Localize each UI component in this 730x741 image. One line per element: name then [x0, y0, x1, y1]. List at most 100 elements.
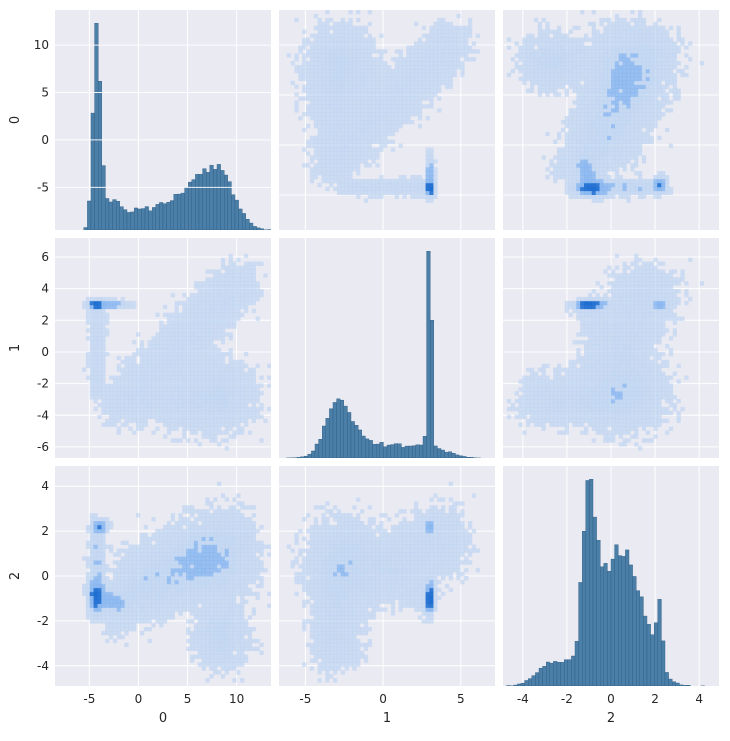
- heatmap-cell: [348, 68, 353, 74]
- heatmap-cell: [217, 359, 222, 365]
- heatmap-cell: [641, 379, 647, 384]
- heatmap-cell: [448, 61, 453, 66]
- heatmap-cell: [649, 96, 654, 101]
- heatmap-cell: [356, 68, 361, 74]
- heatmap-cell: [622, 104, 627, 109]
- heatmap-cell: [618, 175, 623, 180]
- heatmap-cell: [329, 92, 334, 97]
- heatmap-cell: [622, 33, 627, 38]
- heatmap-cell: [213, 351, 218, 357]
- heatmap-cell: [329, 123, 334, 129]
- heatmap-cell: [132, 391, 137, 396]
- heatmap-cell: [611, 88, 616, 93]
- histogram-bar: [401, 447, 406, 458]
- heatmap-cell: [564, 57, 569, 62]
- heatmap-cell: [475, 49, 480, 54]
- panel-1-vs-2: [503, 238, 719, 458]
- heatmap-cell: [584, 186, 589, 192]
- heatmap-cell: [193, 406, 199, 412]
- heatmap-cell: [634, 45, 639, 50]
- heatmap-cell: [649, 135, 654, 141]
- heatmap-cell: [653, 68, 658, 74]
- heatmap-cell: [653, 72, 658, 78]
- heatmap-cell: [163, 406, 168, 412]
- heatmap-cell: [580, 391, 585, 396]
- heatmap-cell: [367, 72, 372, 78]
- heatmap-cell: [595, 167, 600, 172]
- heatmap-cell: [603, 120, 608, 125]
- heatmap-cell: [429, 72, 434, 78]
- heatmap-cell: [634, 104, 639, 109]
- heatmap-cell: [302, 45, 307, 50]
- heatmap-cell: [336, 123, 342, 129]
- heatmap-cell: [124, 379, 129, 384]
- heatmap-cell: [228, 434, 233, 439]
- heatmap-cell: [464, 41, 469, 46]
- heatmap-cell: [591, 68, 596, 74]
- heatmap-cell: [576, 403, 581, 408]
- heatmap-cell: [611, 92, 616, 97]
- heatmap-cell: [367, 123, 372, 129]
- heatmap-cell: [622, 127, 627, 133]
- heatmap-cell: [313, 112, 318, 117]
- heatmap-cell: [657, 190, 662, 196]
- heatmap-cell: [645, 92, 650, 97]
- heatmap-cell: [136, 418, 141, 424]
- heatmap-cell: [309, 104, 315, 109]
- heatmap-cell: [549, 410, 554, 416]
- heatmap-cell: [398, 80, 403, 86]
- heatmap-cell: [228, 285, 233, 290]
- heatmap-cell: [626, 116, 631, 121]
- heatmap-cell: [166, 418, 172, 424]
- heatmap-cell: [336, 72, 342, 78]
- heatmap-cell: [618, 355, 623, 361]
- heatmap-cell: [410, 182, 415, 188]
- heatmap-cell: [622, 344, 627, 349]
- heatmap-cell: [614, 344, 620, 349]
- heatmap-cell: [622, 348, 627, 353]
- heatmap-cell: [379, 96, 384, 101]
- heatmap-cell: [244, 387, 249, 392]
- heatmap-cell: [614, 359, 620, 365]
- heatmap-cell: [665, 391, 670, 396]
- heatmap-cell: [124, 422, 129, 427]
- heatmap-cell: [607, 355, 612, 361]
- heatmap-cell: [85, 300, 91, 306]
- heatmap-cell: [360, 100, 365, 105]
- heatmap-cell: [533, 418, 539, 424]
- heatmap-cell: [190, 344, 195, 349]
- heatmap-cell: [170, 355, 175, 361]
- heatmap-cell: [394, 178, 399, 184]
- heatmap-cell: [205, 336, 210, 341]
- heatmap-cell: [344, 139, 349, 144]
- heatmap-cell: [645, 418, 650, 424]
- heatmap-cell: [209, 375, 214, 380]
- heatmap-cell: [356, 57, 361, 62]
- heatmap-cell: [591, 143, 596, 148]
- heatmap-cell: [661, 383, 666, 388]
- heatmap-cell: [638, 61, 643, 66]
- heatmap-cell: [85, 316, 91, 321]
- heatmap-cell: [587, 194, 593, 199]
- heatmap-cell: [89, 328, 94, 333]
- heatmap-cell: [352, 96, 357, 101]
- heatmap-cell: [85, 312, 91, 317]
- heatmap-cell: [251, 375, 256, 380]
- heatmap-cell: [228, 308, 233, 314]
- heatmap-cell: [333, 65, 338, 70]
- heatmap-cell: [630, 49, 635, 54]
- heatmap-cell: [159, 379, 164, 384]
- heatmap-cell: [541, 426, 546, 431]
- heatmap-cell: [321, 41, 326, 46]
- heatmap-cell: [240, 418, 245, 424]
- heatmap-cell: [568, 178, 573, 184]
- heatmap-cell: [232, 312, 237, 317]
- heatmap-cell: [306, 53, 311, 58]
- heatmap-cell: [587, 418, 593, 424]
- heatmap-cell: [228, 387, 233, 392]
- heatmap-cell: [611, 379, 616, 384]
- heatmap-cell: [178, 359, 183, 365]
- heatmap-cell: [352, 167, 357, 172]
- heatmap-cell: [132, 304, 137, 310]
- heatmap-cell: [645, 135, 650, 141]
